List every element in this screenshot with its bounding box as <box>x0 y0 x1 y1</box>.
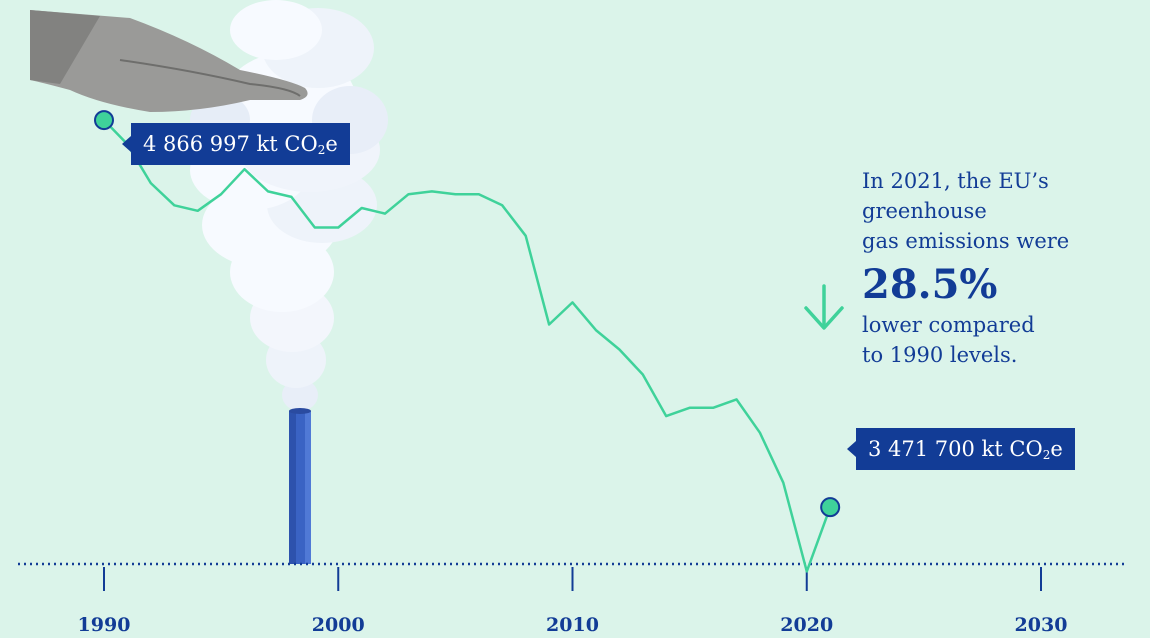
summary-annotation: In 2021, the EU’s greenhouse gas emissio… <box>862 166 1142 370</box>
end-value-suffix: e <box>1050 437 1063 461</box>
hand <box>30 10 308 112</box>
start-value-subscript: 2 <box>317 143 326 157</box>
x-tick-label: 2000 <box>312 614 365 636</box>
end-value-subscript: 2 <box>1042 448 1051 462</box>
series-line <box>103 119 832 573</box>
start-value-suffix: e <box>325 132 338 156</box>
x-tick-label: 1990 <box>78 614 131 636</box>
start-value-text: 4 866 997 kt CO <box>143 132 318 156</box>
smokestack-with-hand-icon <box>30 0 388 564</box>
x-tick-label: 2010 <box>546 614 599 636</box>
annotation-percent: 28.5% <box>862 261 998 308</box>
down-arrow-icon <box>804 284 844 330</box>
x-tick-label: 2020 <box>780 614 833 636</box>
end-value-label: 3 471 700 kt CO2e <box>847 428 1075 470</box>
annotation-line-1: In 2021, the EU’s <box>862 169 1049 193</box>
start-point-marker <box>94 110 114 131</box>
start-value-label: 4 866 997 kt CO2e <box>122 123 350 165</box>
annotation-line-5: to 1990 levels. <box>862 343 1018 367</box>
annotation-line-3: gas emissions were <box>862 229 1070 253</box>
annotation-line-4: lower compared <box>862 313 1035 337</box>
x-axis-ticks: 1990 2000 2010 2020 2030 <box>78 567 1068 636</box>
end-value-text: 3 471 700 kt CO <box>868 437 1043 461</box>
x-tick-label: 2030 <box>1015 614 1068 636</box>
annotation-line-2: greenhouse <box>862 199 987 223</box>
end-point-marker <box>820 497 841 518</box>
